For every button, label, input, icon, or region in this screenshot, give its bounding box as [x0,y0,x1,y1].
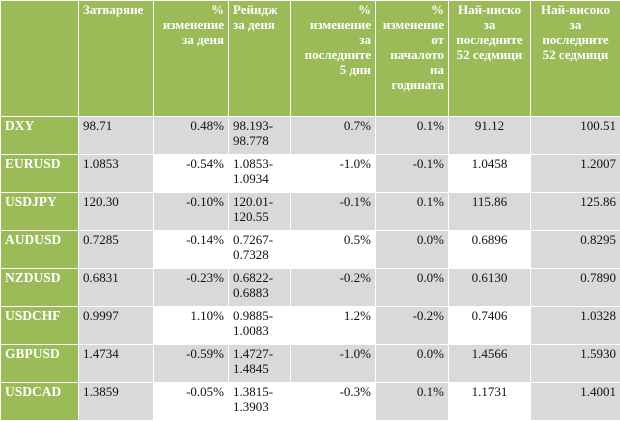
range-low: 1.0853- [233,156,273,171]
change-5d-cell: -0.3% [291,383,376,421]
change-ytd-cell: -0.2% [376,307,449,345]
high-52w-cell: 100.51 [531,117,620,155]
close-cell: 0.7285 [79,231,154,269]
change-ytd-cell: 0.0% [376,269,449,307]
close-cell: 0.6831 [79,269,154,307]
change-5d-cell: 0.5% [291,231,376,269]
change-ytd-cell: 0.1% [376,117,449,155]
range-high: 1.4845 [233,361,269,376]
low-52w-cell: 0.6130 [449,269,531,307]
high-52w-cell: 1.2007 [531,155,620,193]
header-low-52w: Най-ниско за последните 52 седмици [449,1,531,117]
day-range-cell: 0.6822-0.6883 [229,269,291,307]
header-corner [1,1,79,117]
range-high: 1.0934 [233,171,269,186]
day-range-cell: 120.01-120.55 [229,193,291,231]
close-cell: 98.71 [79,117,154,155]
day-change-cell: 1.10% [154,307,229,345]
high-52w-cell: 0.7890 [531,269,620,307]
header-change-5d: % изменение за последните 5 дни [291,1,376,117]
low-52w-cell: 1.0458 [449,155,531,193]
range-high: 120.55 [233,209,269,224]
change-5d-cell: -0.1% [291,193,376,231]
header-row: Затваряне % изменение за деня Рейндж за … [1,1,620,117]
day-change-cell: -0.10% [154,193,229,231]
low-52w-cell: 1.1731 [449,383,531,421]
change-ytd-cell: 0.1% [376,193,449,231]
range-low: 98.193- [233,118,273,133]
day-change-cell: -0.23% [154,269,229,307]
high-52w-cell: 1.0328 [531,307,620,345]
symbol-cell: USDCHF [1,307,79,345]
header-close: Затваряне [79,1,154,117]
header-day-change: % изменение за деня [154,1,229,117]
header-high-52w: Най-високо за последните 52 седмици [531,1,620,117]
symbol-cell: AUDUSD [1,231,79,269]
range-low: 1.3815- [233,384,273,399]
symbol-cell: EURUSD [1,155,79,193]
change-ytd-cell: -0.1% [376,155,449,193]
close-cell: 120.30 [79,193,154,231]
low-52w-cell: 0.6896 [449,231,531,269]
range-low: 120.01- [233,194,273,209]
range-high: 0.7328 [233,247,269,262]
range-high: 0.6883 [233,285,269,300]
low-52w-cell: 0.7406 [449,307,531,345]
range-low: 0.6822- [233,270,273,285]
day-range-cell: 1.3815-1.3903 [229,383,291,421]
symbol-cell: NZDUSD [1,269,79,307]
header-day-range: Рейндж за деня [229,1,291,117]
range-low: 0.9885- [233,308,273,323]
day-range-cell: 98.193-98.778 [229,117,291,155]
range-low: 0.7267- [233,232,273,247]
change-5d-cell: -0.2% [291,269,376,307]
change-5d-cell: 0.7% [291,117,376,155]
symbol-cell: USDJPY [1,193,79,231]
range-high: 1.0083 [233,323,269,338]
change-ytd-cell: 0.0% [376,231,449,269]
change-ytd-cell: 0.1% [376,383,449,421]
high-52w-cell: 0.8295 [531,231,620,269]
close-cell: 1.3859 [79,383,154,421]
day-range-cell: 1.0853-1.0934 [229,155,291,193]
header-change-ytd: % изменение от началото на годината [376,1,449,117]
day-change-cell: -0.59% [154,345,229,383]
symbol-cell: USDCAD [1,383,79,421]
range-high: 1.3903 [233,399,269,414]
day-change-cell: -0.05% [154,383,229,421]
close-cell: 1.0853 [79,155,154,193]
low-52w-cell: 1.4566 [449,345,531,383]
change-5d-cell: -1.0% [291,345,376,383]
high-52w-cell: 1.5930 [531,345,620,383]
day-change-cell: -0.14% [154,231,229,269]
day-range-cell: 0.9885-1.0083 [229,307,291,345]
day-change-cell: -0.54% [154,155,229,193]
low-52w-cell: 115.86 [449,193,531,231]
range-low: 1.4727- [233,346,273,361]
change-ytd-cell: 0.0% [376,345,449,383]
change-5d-cell: -1.0% [291,155,376,193]
close-cell: 1.4734 [79,345,154,383]
high-52w-cell: 125.86 [531,193,620,231]
range-high: 98.778 [233,133,269,148]
change-5d-cell: 1.2% [291,307,376,345]
day-change-cell: 0.48% [154,117,229,155]
close-cell: 0.9997 [79,307,154,345]
day-range-cell: 0.7267-0.7328 [229,231,291,269]
low-52w-cell: 91.12 [449,117,531,155]
symbol-cell: DXY [1,117,79,155]
high-52w-cell: 1.4001 [531,383,620,421]
day-range-cell: 1.4727-1.4845 [229,345,291,383]
symbol-cell: GBPUSD [1,345,79,383]
